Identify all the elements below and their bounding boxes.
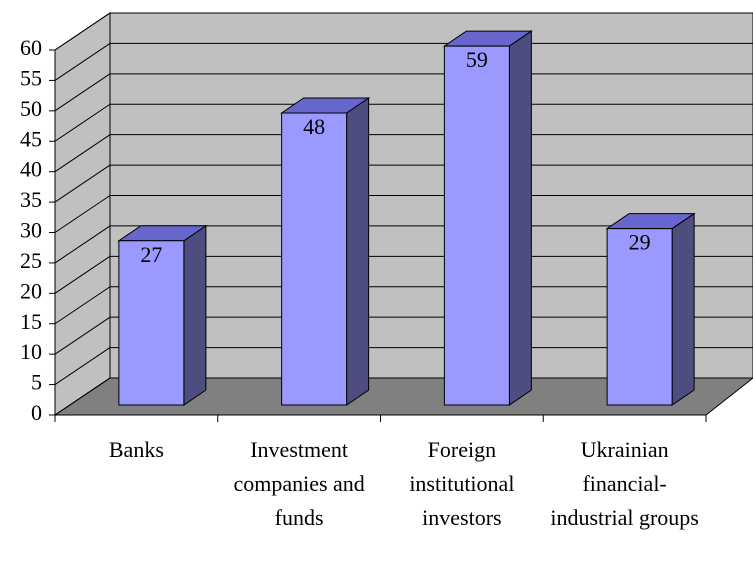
bar-side (346, 97, 370, 406)
value-label: 27 (140, 242, 162, 267)
grid-line (54, 164, 111, 203)
bar-front (118, 240, 185, 406)
value-label: 29 (629, 230, 651, 255)
grid-line (54, 103, 111, 142)
y-tick-label: 15 (20, 309, 42, 334)
bar-side (671, 212, 695, 406)
bar (442, 30, 533, 406)
value-label: 48 (303, 114, 325, 139)
grid-line (54, 377, 111, 416)
bar-front (443, 45, 510, 406)
bar (117, 224, 208, 406)
y-tick-label: 25 (20, 248, 42, 273)
grid-line (54, 73, 111, 112)
y-tick-label: 45 (20, 126, 42, 151)
y-tick-label: 30 (20, 218, 42, 243)
x-tick-label: Investment companies and funds (233, 437, 365, 530)
bar-front (281, 112, 348, 406)
grid-line (54, 255, 111, 294)
bar (280, 97, 371, 406)
y-tick-label: 55 (20, 65, 42, 90)
y-tick-label: 40 (20, 157, 42, 182)
value-label: 59 (466, 47, 488, 72)
grid-line (54, 195, 111, 233)
y-tick-label: 35 (20, 187, 42, 212)
x-tick-label: Foreign institutional investors (409, 437, 515, 530)
y-tick-label: 50 (20, 96, 42, 121)
grid-line (54, 12, 111, 51)
x-tick-label: Banks (108, 437, 164, 462)
y-tick-label: 5 (31, 370, 42, 395)
y-tick-label: 10 (20, 339, 42, 364)
grid-line (54, 134, 111, 173)
y-tick-label: 0 (31, 400, 42, 425)
y-tick-label: 20 (20, 278, 42, 303)
x-tick-label: Ukrainian financial-industrial groups (550, 437, 699, 530)
bar-side (508, 30, 532, 406)
y-tick-label: 60 (20, 35, 42, 60)
grid-line (54, 286, 111, 325)
grid-line (54, 347, 111, 385)
bar (605, 212, 696, 406)
grid-line (54, 225, 111, 264)
grid-line (54, 316, 111, 355)
bar-front (606, 228, 673, 406)
bar-side (183, 224, 207, 406)
grid-line (54, 43, 111, 81)
